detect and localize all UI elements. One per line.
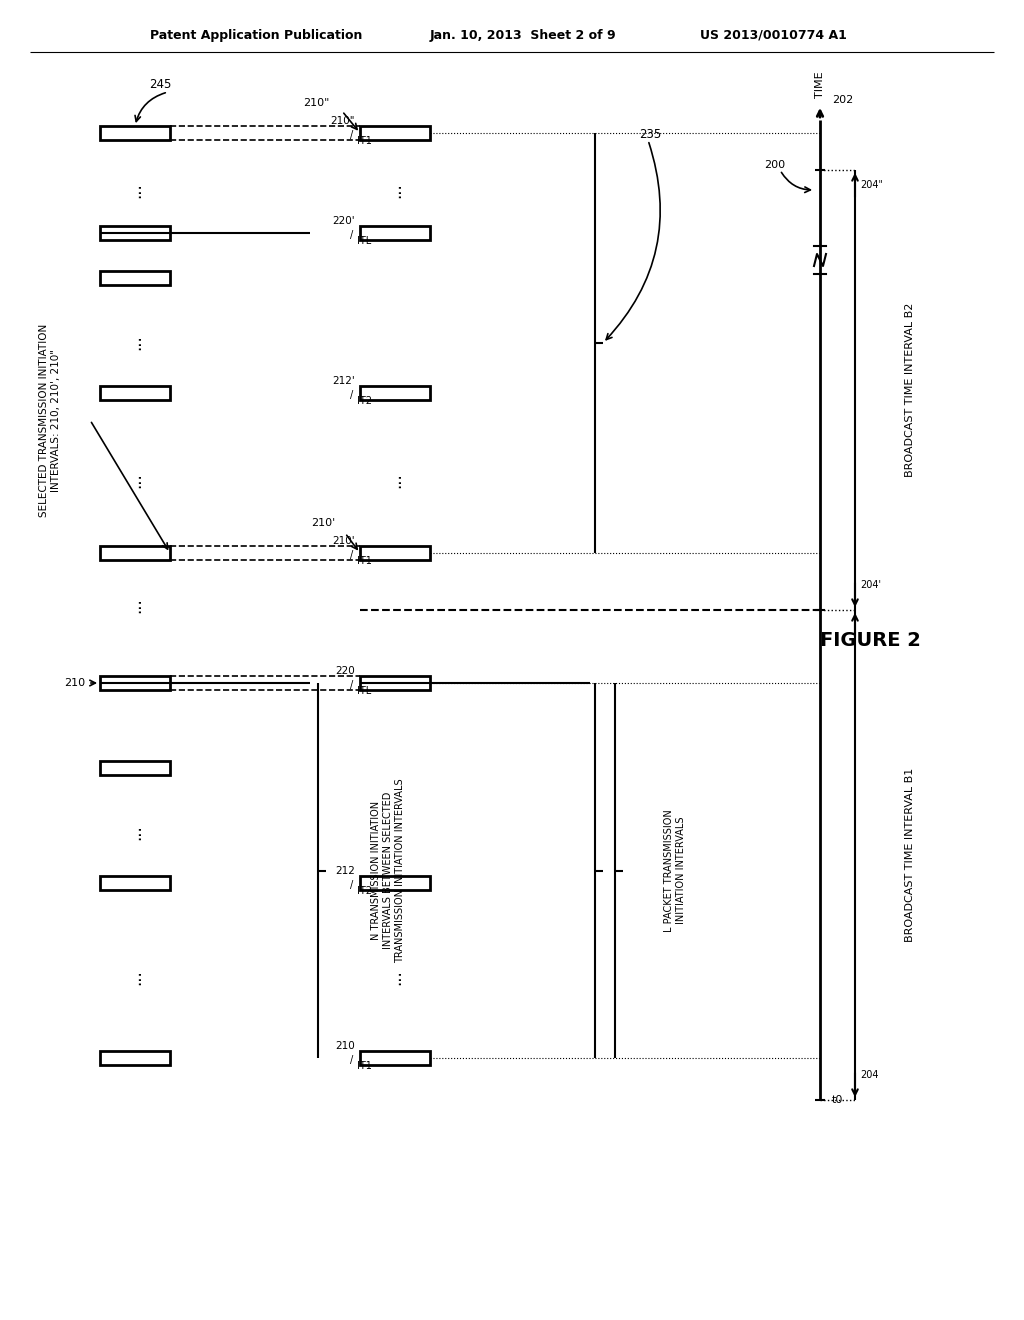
Text: 220': 220' [333, 216, 355, 226]
Bar [100, 1051, 170, 1065]
Text: BROADCAST TIME INTERVAL B1: BROADCAST TIME INTERVAL B1 [905, 768, 915, 942]
Bar [100, 226, 170, 240]
Text: ...: ... [386, 182, 404, 198]
Text: IT1: IT1 [357, 556, 372, 566]
Text: ...: ... [126, 182, 144, 198]
Text: IT1: IT1 [357, 1061, 372, 1071]
Bar [360, 676, 430, 690]
Text: FIGURE 2: FIGURE 2 [819, 631, 921, 649]
Bar [360, 546, 430, 560]
Text: IT1: IT1 [357, 136, 372, 147]
Text: 204': 204' [860, 579, 881, 590]
Text: /: / [350, 550, 353, 560]
Text: 202: 202 [831, 95, 853, 106]
Text: N TRANSMISSION INITIATION
INTERVALS BETWEEN SELECTED
TRANSMISSION INITIATION INT: N TRANSMISSION INITIATION INTERVALS BETW… [372, 779, 404, 962]
Text: 235: 235 [639, 128, 662, 141]
Text: 210': 210' [333, 536, 355, 546]
Bar [100, 125, 170, 140]
Text: ...: ... [386, 473, 404, 488]
Bar [100, 676, 170, 690]
Text: 200: 200 [765, 160, 785, 170]
Text: 210': 210' [310, 517, 335, 528]
Text: L PACKET TRANSMISSION
INITIATION INTERVALS: L PACKET TRANSMISSION INITIATION INTERVA… [665, 809, 686, 932]
Text: BROADCAST TIME INTERVAL B2: BROADCAST TIME INTERVAL B2 [905, 302, 915, 478]
Text: 204": 204" [860, 180, 883, 190]
Bar [360, 1051, 430, 1065]
Text: 212: 212 [335, 866, 355, 876]
Text: 210": 210" [331, 116, 355, 125]
Text: ...: ... [386, 970, 404, 985]
Text: ...: ... [126, 473, 144, 488]
Text: US 2013/0010774 A1: US 2013/0010774 A1 [700, 29, 847, 41]
Text: 245: 245 [148, 78, 171, 91]
Bar [360, 125, 430, 140]
Bar [100, 876, 170, 890]
Text: TIME: TIME [815, 71, 825, 98]
Bar [360, 226, 430, 240]
Text: /: / [350, 1055, 353, 1065]
Text: 210: 210 [335, 1041, 355, 1051]
Text: 210: 210 [63, 678, 85, 688]
Bar [100, 546, 170, 560]
Text: 212': 212' [332, 376, 355, 385]
Text: Jan. 10, 2013  Sheet 2 of 9: Jan. 10, 2013 Sheet 2 of 9 [430, 29, 616, 41]
Text: IT2: IT2 [357, 886, 372, 896]
Text: ITL: ITL [357, 686, 372, 696]
Bar [100, 271, 170, 285]
Text: t0: t0 [831, 1096, 844, 1105]
Text: IT2: IT2 [357, 396, 372, 407]
Text: ...: ... [126, 597, 144, 612]
Text: 210": 210" [304, 98, 330, 108]
Text: /: / [350, 389, 353, 400]
Text: ...: ... [126, 335, 144, 350]
Text: SELECTED TRANSMISSION INITIATION
INTERVALS: 210, 210', 210": SELECTED TRANSMISSION INITIATION INTERVA… [39, 323, 60, 516]
Text: /: / [350, 880, 353, 890]
Bar [100, 762, 170, 775]
Text: Patent Application Publication: Patent Application Publication [150, 29, 362, 41]
Text: ...: ... [126, 825, 144, 841]
Text: 220: 220 [335, 667, 355, 676]
Text: ITL: ITL [357, 236, 372, 246]
Text: /: / [350, 230, 353, 240]
Text: 204: 204 [860, 1071, 879, 1080]
Bar [360, 876, 430, 890]
Text: ...: ... [126, 970, 144, 985]
Bar [360, 385, 430, 400]
Bar [100, 385, 170, 400]
Text: /: / [350, 680, 353, 690]
Text: /: / [350, 129, 353, 140]
